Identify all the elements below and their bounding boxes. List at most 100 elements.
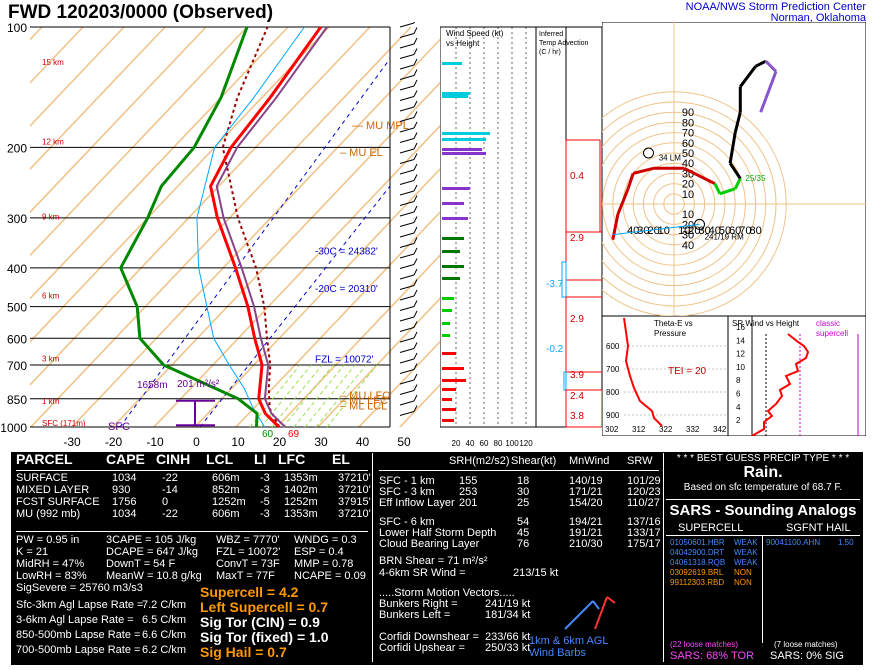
hodo-segment xyxy=(713,182,722,195)
kin-cell: 54 xyxy=(517,516,530,528)
motion-value: 181/34 kt xyxy=(485,609,531,621)
moist-adiabat xyxy=(315,364,367,428)
fzl-label: FZL = 10072' xyxy=(315,355,374,366)
thermo-row: PW = 0.95 in 3CAPE = 105 J/kg WBZ = 7770' W… xyxy=(16,534,368,546)
kin-header-cell: SRH(m2/s2) xyxy=(449,455,510,467)
wind-barb xyxy=(399,411,415,416)
sars-col-supercell: SUPERCELL xyxy=(678,522,744,534)
wind-barb xyxy=(399,106,415,112)
moist-adiabat xyxy=(260,364,312,428)
wind-barb xyxy=(399,400,415,406)
sars-hail-row: 90041100.AHN 1.50 xyxy=(766,538,858,548)
ml-lfc-label: – ML LFC xyxy=(340,395,388,407)
moist-adiabat xyxy=(282,364,334,428)
tadv-frame xyxy=(536,26,602,428)
sars-id: 01050601.HBR xyxy=(670,538,725,547)
tei-y-tick: 700 xyxy=(606,365,620,374)
tadv-bar xyxy=(565,296,602,373)
parcel-cell: MIXED LAYER xyxy=(16,484,90,496)
kin-cell: 140/19 xyxy=(569,475,603,487)
tadv-bar xyxy=(563,371,567,391)
sars-summary-1: SARS: 68% TOR xyxy=(670,650,754,662)
srw-class-label-2: supercell xyxy=(816,329,848,338)
thermo-cell: ConvT = 73F xyxy=(216,558,280,570)
kin-cell: 137/16 xyxy=(627,516,661,528)
wind-barb-flag xyxy=(413,79,418,87)
parcel-row: SURFACE 1034 -22 606m -3 1353m 37210' xyxy=(16,472,371,484)
hodo-left-mover xyxy=(643,147,654,159)
temperature-trace xyxy=(209,26,323,429)
bottom-panel xyxy=(10,451,864,666)
wind-speed-bar xyxy=(442,388,456,391)
motion-row: Corfidi Downshear = 233/66 kt xyxy=(379,631,659,643)
wind-speed-bar xyxy=(442,379,466,382)
isotherm-line xyxy=(350,340,440,437)
temp-tick-label: 50 xyxy=(397,435,411,449)
kin-cell: 133/17 xyxy=(627,527,661,539)
wind-barb xyxy=(399,22,415,28)
kin-cell: SFC - 6 km xyxy=(379,516,435,528)
tadv-label: 3.8 xyxy=(570,411,584,422)
lapse-row: 850-500mb Lapse Rate = 6.6 C/km xyxy=(16,628,196,643)
wind-barb-flag xyxy=(413,27,418,34)
parcel-header-cell: LFC xyxy=(278,451,306,467)
sars-divider xyxy=(762,535,763,643)
kin-cell: 253 xyxy=(459,486,478,498)
wind-barb xyxy=(399,190,415,196)
kin-header-cell: SRW xyxy=(627,455,653,467)
thermo-cell: K = 21 xyxy=(16,546,49,558)
thermo-cell: FZL = 10072' xyxy=(216,546,281,558)
wind-barb-flag xyxy=(413,289,418,297)
tei-title-1: Theta-E vs xyxy=(654,319,693,328)
tadv-label: -3.7 xyxy=(546,279,564,290)
kin-cell: 191/21 xyxy=(569,527,603,539)
lapse-label: 3-6km Agl Lapse Rate = xyxy=(16,614,134,626)
barb-1km-flag xyxy=(592,600,600,610)
srw-y-tick: 10 xyxy=(736,363,745,372)
wind-speed-bar xyxy=(442,367,464,370)
kin-cell: 155 xyxy=(459,475,478,487)
wind-barb xyxy=(399,127,415,133)
severe-index: Sig Tor (CIN) = 0.9 xyxy=(200,614,320,630)
kin-row: Lower Half Storm Depth 45 191/21 133/17 xyxy=(379,527,661,539)
parcel-cell: 1034 xyxy=(112,472,137,484)
lapse-value: 6.2 C/km xyxy=(142,644,187,656)
srw-frame xyxy=(728,316,866,436)
hodo-x-tick: 40 xyxy=(627,225,639,237)
kin-cell: 120/23 xyxy=(627,486,661,498)
barb-label-1: 1km & 6km AGL xyxy=(529,635,609,647)
wind-speed-chart: Wind Speed (kt)vs Height 20 40 60 80 100 120 xyxy=(440,26,536,448)
thermo-row: LowRH = 83% MeanW = 10.8 g/kg MaxT = 77F NC… xyxy=(16,570,368,582)
kin-cell: 30 xyxy=(517,486,530,498)
hodograph-chart: 9080706050403020101020304040302010102030… xyxy=(602,22,866,316)
wind-barb xyxy=(399,33,415,38)
wind-barb-flag xyxy=(413,174,418,181)
wind-barb xyxy=(399,348,415,353)
wind-barb-flag xyxy=(413,258,418,265)
wind-barb xyxy=(399,285,415,290)
barb-6km-flag xyxy=(606,596,616,604)
virtual-temp-trace xyxy=(215,26,328,428)
tei-x-tick: 312 xyxy=(632,425,646,434)
kin-cell: SFC - 3 km xyxy=(379,486,435,498)
barb-label-2: Wind Barbs xyxy=(529,647,586,659)
height-label: SFC (171m) xyxy=(42,419,86,428)
srw-y-tick: 14 xyxy=(736,336,745,345)
precip-title: * * * BEST GUESS PRECIP TYPE * * * xyxy=(676,453,850,464)
sars-class: NON xyxy=(734,568,752,577)
org-label: NOAA/NWS Storm Prediction Center Norman,… xyxy=(686,2,866,24)
wind-barb-flag xyxy=(413,321,418,328)
parcel-header-cell: CINH xyxy=(156,451,191,467)
kin-cell: 194/21 xyxy=(569,516,603,528)
wind-speed-bar xyxy=(442,217,468,220)
wind-barb-flag xyxy=(413,163,418,171)
parcel-cell: 606m xyxy=(212,472,240,484)
mu-mpl-label: — MU MPL xyxy=(352,120,409,132)
hodo-y-tick: 10 xyxy=(682,209,694,221)
srw-y-tick: 12 xyxy=(736,350,745,359)
pressure-tick-label: 700 xyxy=(7,359,27,373)
parcel-cell: -22 xyxy=(162,508,178,520)
mixing-ratio-line xyxy=(199,185,391,428)
tadv-bar xyxy=(565,389,602,428)
